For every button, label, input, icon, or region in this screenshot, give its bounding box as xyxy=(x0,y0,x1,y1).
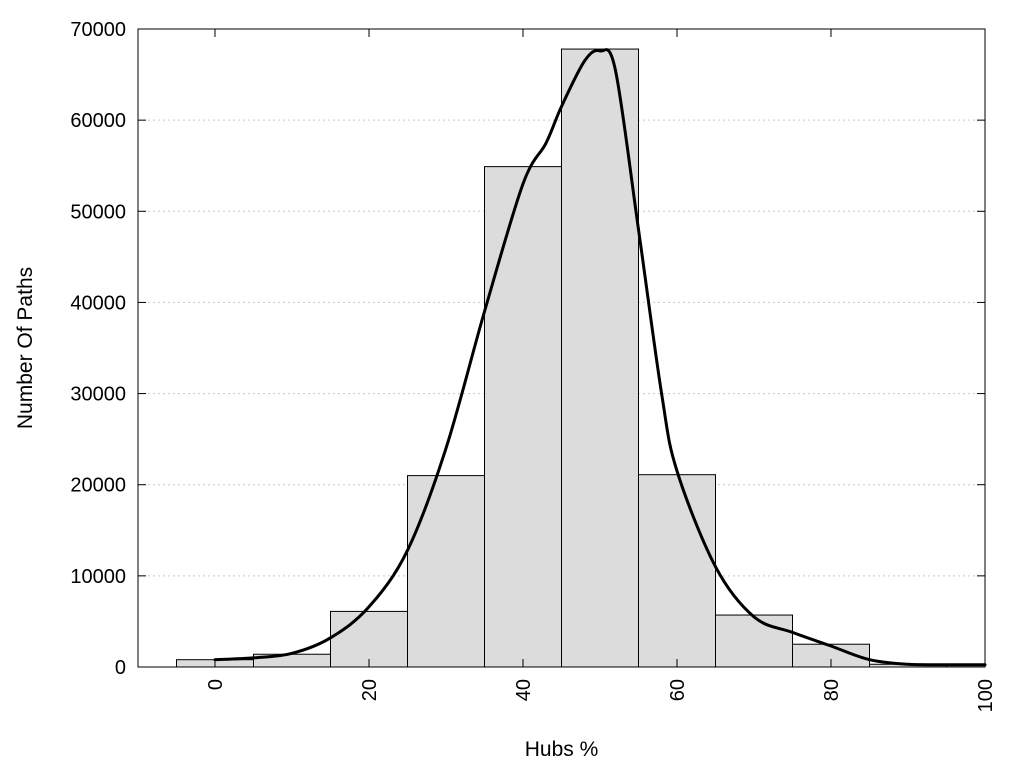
plot-frame xyxy=(137,28,986,668)
y-axis-ticks: 0 10000 20000 30000 40000 50000 60000 70000 xyxy=(70,19,985,679)
histogram-bar-6 xyxy=(638,474,716,668)
histogram-bar-5 xyxy=(561,48,639,668)
y-tick-label-0: 0 xyxy=(115,657,126,679)
x-tick-label-4: 80 xyxy=(821,679,843,701)
x-tick-label-1: 20 xyxy=(359,679,381,701)
x-tick-label-5: 100 xyxy=(975,679,997,712)
y-axis-label: Number Of Paths xyxy=(14,267,37,429)
density-curve xyxy=(213,48,987,667)
y-tick-label-5: 50000 xyxy=(70,201,126,223)
density-curve-layer xyxy=(213,48,987,667)
y-gridlines xyxy=(138,119,985,577)
x-tick-label-0: 0 xyxy=(205,679,227,690)
x-axis-ticks: 0 20 40 60 80 100 xyxy=(205,29,997,712)
x-axis-label: Hubs % xyxy=(525,738,599,761)
y-tick-label-7: 70000 xyxy=(70,19,126,41)
y-tick-label-3: 30000 xyxy=(70,384,126,406)
y-tick-label-1: 10000 xyxy=(70,566,126,588)
histogram-bars xyxy=(176,48,986,668)
histogram-bar-2 xyxy=(330,610,408,668)
histogram-bar-3 xyxy=(407,475,485,668)
histogram-bar-4 xyxy=(484,166,562,668)
y-tick-label-6: 60000 xyxy=(70,110,126,132)
histogram-bar-7 xyxy=(715,614,793,668)
x-tick-label-2: 40 xyxy=(513,679,535,701)
x-tick-label-3: 60 xyxy=(667,679,689,701)
y-tick-label-2: 20000 xyxy=(70,475,126,497)
y-tick-label-4: 40000 xyxy=(70,292,126,314)
